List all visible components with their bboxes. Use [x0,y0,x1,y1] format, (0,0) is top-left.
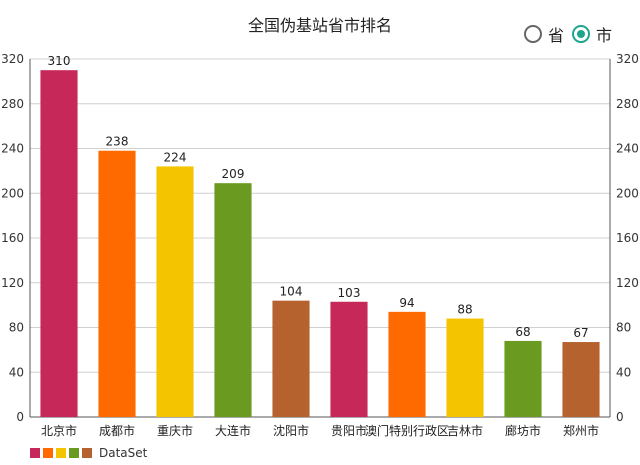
chart-title: 全国伪基站省市排名 [247,16,392,35]
y-tick-label-left: 240 [1,142,24,156]
bar-value-label: 103 [338,286,361,300]
y-tick-label-right: 120 [616,276,639,290]
bar-value-label: 67 [573,326,588,340]
bar [40,70,78,417]
y-tick-label-right: 240 [616,142,639,156]
bar [562,342,600,417]
y-tick-label-right: 200 [616,186,639,200]
x-tick-label: 北京市 [41,423,77,438]
y-tick-label-left: 0 [16,410,24,424]
bar [504,340,542,417]
bar-value-label: 88 [457,303,472,317]
bar-value-label: 68 [515,325,530,339]
legend-label: DataSet [99,446,148,460]
x-tick-label: 吉林市 [447,423,483,438]
bar-value-label: 94 [399,296,414,310]
bar [98,150,136,418]
bar-value-label: 209 [222,167,245,181]
radio-city-label: 市 [596,26,613,45]
x-tick-label: 大连市 [215,423,251,438]
bar-value-label: 104 [280,285,303,299]
legend-swatch [82,448,92,458]
radio-province-indicator[interactable] [524,25,542,43]
bar-value-label: 310 [48,54,71,68]
radio-city-indicator[interactable] [572,25,590,43]
x-tick-label: 贵阳市 [331,423,367,438]
y-tick-label-left: 160 [1,231,24,245]
y-tick-label-right: 40 [616,365,631,379]
radio-city[interactable]: 市 [572,22,612,46]
y-tick-label-left: 200 [1,186,24,200]
legend-swatch [43,448,53,458]
bar-value-label: 224 [164,150,187,164]
y-tick-label-left: 80 [9,321,24,335]
x-tick-label: 沈阳市 [273,423,309,438]
y-tick-label-right: 160 [616,231,639,245]
x-tick-label: 郑州市 [563,423,599,438]
y-tick-label-left: 40 [9,365,24,379]
legend-swatch [30,448,40,458]
x-tick-label: 重庆市 [157,423,193,438]
bar [446,318,484,417]
y-tick-label-right: 0 [616,410,624,424]
bar [156,166,194,417]
bar [388,311,426,417]
y-tick-label-left: 320 [1,52,24,66]
y-tick-label-right: 80 [616,321,631,335]
legend-swatch [69,448,79,458]
y-tick-label-right: 320 [616,52,639,66]
bar-value-label: 238 [106,135,129,149]
radio-province-label: 省 [548,26,565,45]
radio-province[interactable]: 省 [524,22,564,46]
bar [272,300,310,417]
x-tick-label: 廊坊市 [505,423,541,438]
bar [214,183,252,417]
legend: DataSet [30,446,147,460]
x-tick-label: 成都市 [99,423,135,438]
legend-swatch [56,448,66,458]
y-tick-label-left: 120 [1,276,24,290]
y-tick-label-right: 280 [616,97,639,111]
x-tick-label: 澳门特别行政区 [365,423,449,438]
y-tick-label-left: 280 [1,97,24,111]
bar [330,301,368,417]
